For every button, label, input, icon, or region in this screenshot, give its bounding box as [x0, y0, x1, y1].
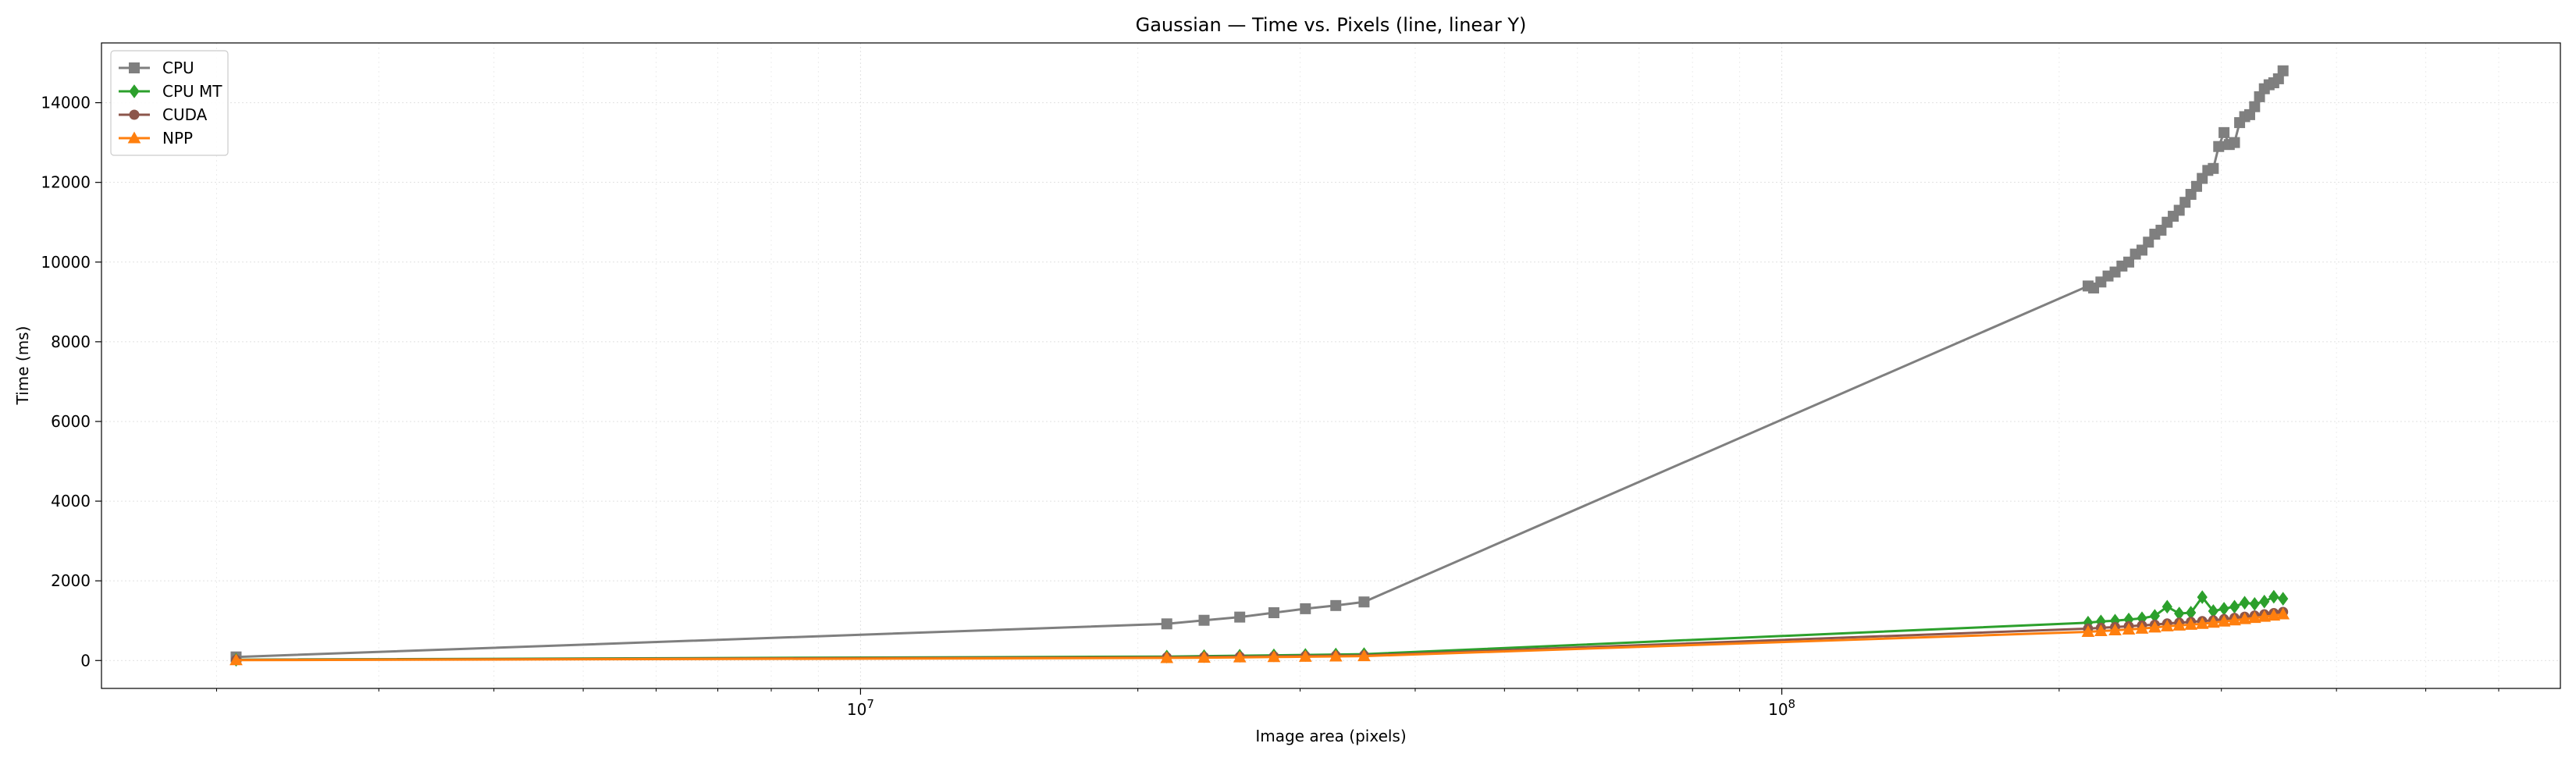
chart-title: Gaussian — Time vs. Pixels (line, linear…: [1136, 14, 1527, 36]
legend-label: CPU: [162, 59, 194, 77]
data-point-npp: [2267, 609, 2281, 621]
legend-swatch-marker: [129, 62, 140, 73]
data-point-npp: [2081, 624, 2095, 638]
data-point-cpu: [1300, 603, 1311, 614]
data-point-npp: [1233, 650, 1247, 663]
data-point-cpu: [2229, 137, 2240, 148]
data-point-cpu: [2277, 65, 2289, 76]
legend-swatch-marker: [127, 131, 141, 144]
data-point-npp: [2228, 613, 2241, 626]
data-point-npp: [2195, 617, 2209, 629]
legend-item-cuda: CUDA: [119, 105, 208, 124]
plot-frame: [101, 42, 2561, 689]
data-point-cpu: [2249, 101, 2261, 112]
series-cpu: [230, 65, 2289, 663]
data-point-cpu-mt: [2239, 596, 2250, 610]
data-point-cpu: [1330, 599, 1342, 611]
legend-label: CPU MT: [162, 82, 222, 101]
data-point-npp: [2217, 614, 2231, 627]
legend-item-cpu: CPU: [119, 59, 194, 77]
data-point-cpu: [1268, 607, 1279, 619]
legend-swatch-marker: [129, 84, 140, 98]
data-point-npp: [2135, 621, 2149, 634]
legend-label: NPP: [162, 129, 193, 148]
legend: CPU CPU MT CUDA NPP: [110, 50, 229, 156]
data-point-npp: [2148, 621, 2161, 633]
x-tick-label: 108: [1768, 697, 1795, 719]
data-point-cpu: [1161, 618, 1172, 630]
legend-box: [110, 50, 229, 156]
data-point-cpu: [1358, 596, 1370, 608]
data-point-cpu: [2218, 126, 2230, 138]
data-point-cpu: [2213, 140, 2225, 152]
legend-label: CUDA: [162, 105, 208, 124]
y-tick-label: 14000: [41, 94, 91, 112]
data-point-cpu-mt: [2249, 596, 2260, 611]
x-axis-label: Image area (pixels): [1255, 727, 1406, 745]
series-layer: [229, 65, 2290, 667]
y-tick-label: 6000: [51, 412, 91, 431]
data-point-npp: [2247, 611, 2261, 624]
data-point-npp: [1357, 649, 1371, 662]
data-point-cpu-mt: [2259, 594, 2270, 609]
data-point-npp: [1160, 651, 1174, 663]
legend-item-npp: NPP: [119, 129, 193, 148]
grid: [101, 43, 2560, 688]
data-point-npp: [2258, 610, 2272, 622]
data-point-npp: [1298, 649, 1312, 662]
axes: 107 108 0 2000 4000 6000 8000 10000 12000 14000: [41, 42, 2561, 719]
data-point-cpu: [1198, 614, 1210, 626]
data-point-npp: [1329, 649, 1343, 662]
data-point-cpu-mt: [2197, 590, 2208, 604]
data-point-cpu: [1234, 611, 1246, 623]
legend-item-cpu-mt: CPU MT: [119, 82, 222, 101]
y-tick-label: 0: [80, 651, 91, 670]
data-point-npp: [2160, 619, 2174, 631]
data-point-npp: [2172, 618, 2186, 631]
series-npp: [229, 607, 2290, 666]
y-tick-label: 4000: [51, 492, 91, 510]
data-point-npp: [2122, 622, 2136, 635]
data-point-cpu-mt: [2278, 592, 2289, 606]
y-tick-label: 2000: [51, 571, 91, 590]
y-tick-label: 12000: [41, 173, 91, 192]
data-point-cpu: [2208, 162, 2219, 174]
data-point-npp: [229, 653, 243, 666]
y-tick-label: 8000: [51, 332, 91, 351]
y-axis-label: Time (ms): [13, 326, 32, 406]
data-point-npp: [1267, 650, 1281, 663]
data-point-npp: [2184, 617, 2198, 630]
data-point-npp: [1197, 651, 1211, 663]
data-point-npp: [2238, 612, 2251, 624]
x-tick-label: 107: [847, 697, 874, 719]
data-point-npp: [2108, 623, 2122, 635]
data-point-npp: [2276, 607, 2290, 620]
legend-swatch-marker: [129, 109, 140, 120]
data-point-cpu-mt: [2161, 599, 2172, 614]
data-point-cpu-mt: [2268, 589, 2279, 604]
data-point-npp: [2207, 616, 2220, 628]
data-point-npp: [2094, 624, 2108, 636]
y-tick-label: 10000: [41, 253, 91, 272]
